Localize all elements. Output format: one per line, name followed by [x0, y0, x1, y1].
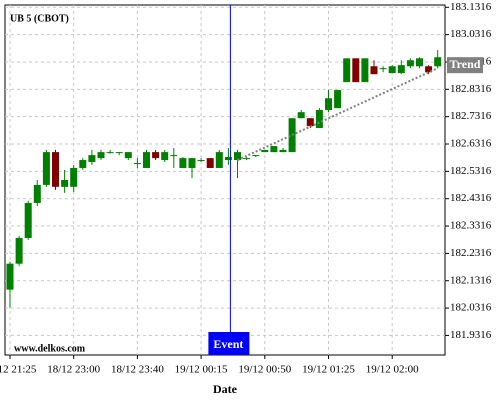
- candle-body: [252, 155, 260, 157]
- x-tick-label: 19/12 00:15: [175, 364, 228, 376]
- y-tick-label: 182.6316: [450, 138, 492, 150]
- candle-body: [224, 157, 232, 161]
- y-tick-label: 182.3316: [450, 220, 492, 232]
- candle-body: [124, 152, 132, 159]
- candle-body: [416, 58, 423, 67]
- candle-body: [152, 152, 160, 159]
- x-tick-label: 18/12 23:40: [111, 364, 164, 376]
- event-label-box: [208, 332, 250, 355]
- chart-title: UB 5 (CBOT): [10, 13, 69, 24]
- candle-body: [15, 237, 23, 264]
- candle-body: [179, 158, 187, 168]
- x-tick-label: 19/12 00:50: [238, 364, 291, 376]
- candle-body: [325, 98, 332, 110]
- candle-body: [161, 152, 169, 161]
- candle-body: [397, 65, 405, 74]
- x-tick-label: 18/12 23:00: [47, 364, 100, 376]
- candle-body: [234, 152, 241, 161]
- candle-body: [261, 149, 269, 153]
- candle-body: [61, 180, 69, 187]
- candle-body: [434, 57, 442, 67]
- candle-body: [206, 158, 214, 168]
- candle-body: [297, 112, 305, 119]
- candle-body: [361, 58, 369, 83]
- candle-body: [170, 155, 178, 157]
- candle-body: [315, 110, 323, 129]
- candle-body: [133, 163, 141, 165]
- candle-body: [42, 152, 50, 185]
- watermark: www.delkos.com: [14, 343, 86, 354]
- y-tick-label: 183.1316: [450, 1, 492, 13]
- candle-body: [188, 158, 196, 168]
- event-label: Event: [213, 337, 243, 351]
- candle-body: [279, 149, 287, 153]
- y-tick-label: 183.0316: [450, 28, 492, 40]
- candle-body: [106, 152, 114, 154]
- candle-body: [379, 68, 387, 70]
- candle-body: [243, 158, 251, 160]
- candle-body: [343, 58, 351, 83]
- plot-area: [4, 4, 446, 356]
- trend-label-box: [447, 57, 483, 74]
- candle-body: [334, 90, 342, 109]
- candle-body: [52, 152, 59, 187]
- candle-body: [370, 66, 378, 75]
- candle-body: [143, 152, 150, 168]
- y-tick-label: 181.9316: [450, 329, 492, 341]
- y-tick-label: 182.8316: [450, 83, 492, 95]
- x-axis-title: Date: [213, 382, 238, 396]
- candle-body: [270, 146, 278, 153]
- candle-body: [425, 66, 433, 73]
- candle-body: [115, 152, 123, 154]
- x-tick-label: 19/12 01:25: [302, 364, 355, 376]
- candle-body: [388, 66, 396, 74]
- y-tick-label: 182.1316: [450, 274, 492, 286]
- y-tick-label: 182.5316: [450, 165, 492, 177]
- candle-body: [6, 263, 14, 290]
- candle-body: [215, 152, 223, 168]
- y-tick-label: 182.0316: [450, 302, 492, 314]
- trend-line: [237, 67, 439, 161]
- candle-body: [97, 152, 105, 159]
- x-tick-label: 19/12 02:00: [366, 364, 419, 376]
- candle-body: [33, 184, 41, 203]
- trend-label: Trend: [450, 57, 481, 71]
- candle-body: [79, 160, 87, 168]
- y-tick-label: 182.7316: [450, 110, 492, 122]
- y-tick-label: 182.2316: [450, 247, 492, 259]
- candle-body: [88, 155, 96, 162]
- candle-body: [70, 167, 78, 187]
- x-tick-label: 18/12 21:25: [0, 364, 37, 376]
- y-tick-label: 182.4316: [450, 192, 492, 204]
- candle-body: [406, 60, 414, 67]
- candle-body: [197, 160, 205, 162]
- candle-body: [306, 118, 314, 127]
- candle-body: [24, 202, 32, 238]
- candle-body: [352, 58, 360, 83]
